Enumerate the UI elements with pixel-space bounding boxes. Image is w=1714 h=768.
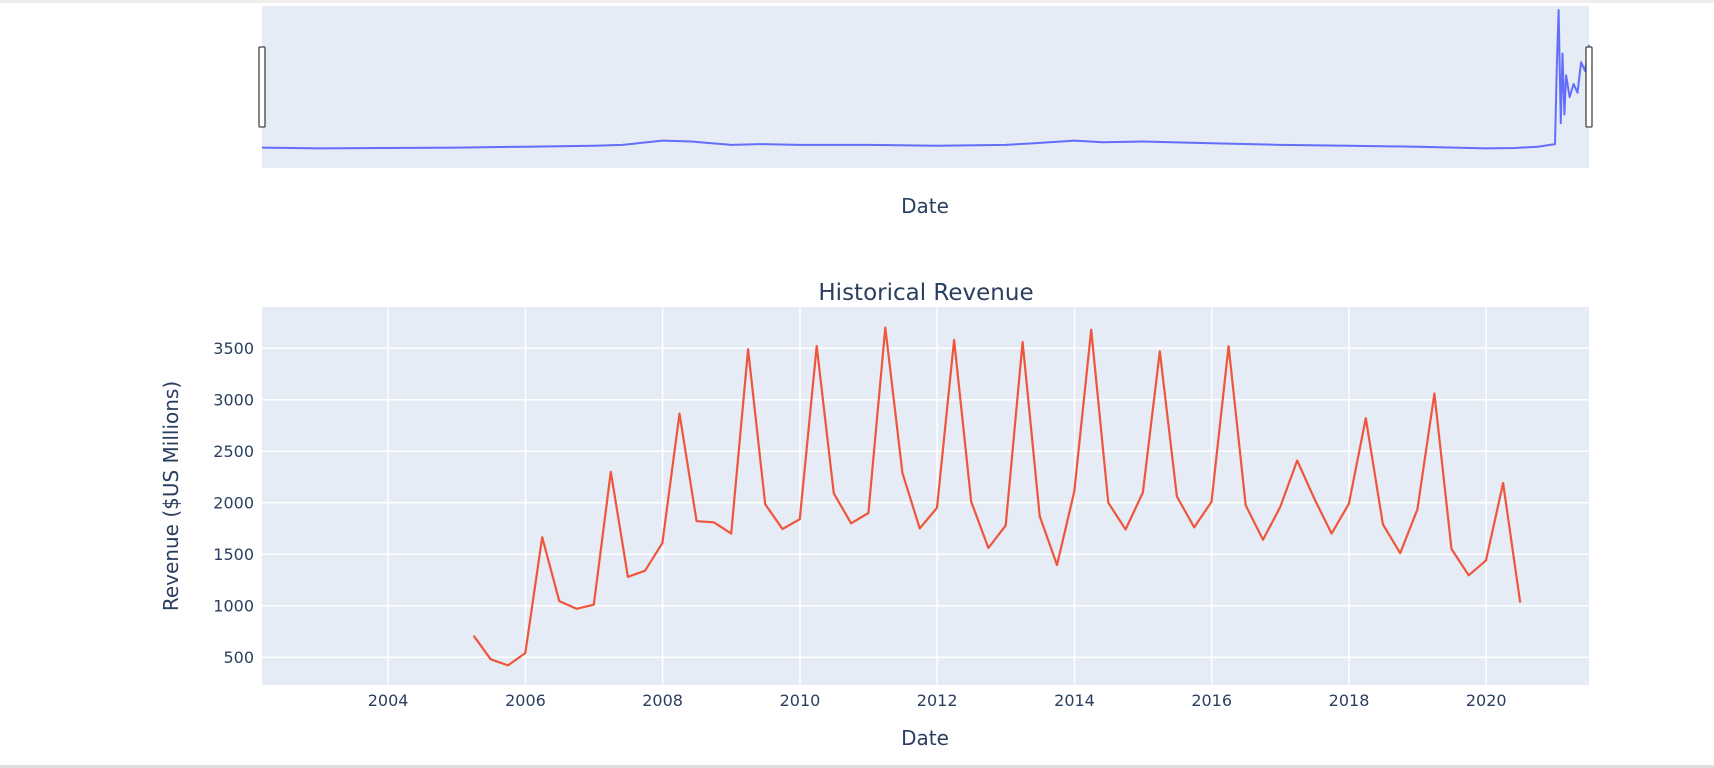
range-slider-xlabel: Date xyxy=(901,194,949,218)
range-slider-left-grip[interactable] xyxy=(258,46,266,128)
plot-area[interactable] xyxy=(262,307,1589,685)
x-tick-2018: 2018 xyxy=(1329,691,1370,710)
x-tick-2008: 2008 xyxy=(642,691,683,710)
x-tick-2012: 2012 xyxy=(917,691,958,710)
y-tick-2000: 2000 xyxy=(213,494,254,513)
top-divider xyxy=(0,0,1714,3)
x-tick-2006: 2006 xyxy=(505,691,546,710)
y-tick-1500: 1500 xyxy=(213,545,254,564)
y-tick-3500: 3500 xyxy=(213,339,254,358)
grid-lines xyxy=(262,307,1589,685)
x-tick-2004: 2004 xyxy=(368,691,409,710)
range-slider-background[interactable] xyxy=(262,6,1589,168)
x-axis-title: Date xyxy=(901,726,949,750)
y-tick-2500: 2500 xyxy=(213,442,254,461)
range-slider-line-0 xyxy=(261,9,1590,150)
chart-title: Historical Revenue xyxy=(818,280,1033,306)
x-tick-2014: 2014 xyxy=(1054,691,1095,710)
y-axis-title: Revenue ($US Millions) xyxy=(159,381,183,611)
range-slider-right-grip[interactable] xyxy=(1585,46,1593,128)
x-tick-2016: 2016 xyxy=(1191,691,1232,710)
revenue-series xyxy=(472,326,1522,667)
revenue-line-0 xyxy=(472,326,1522,667)
tick-labels: 2004 2006 2008 2010 2012 2014 2016 2018 2020 500 1… xyxy=(213,339,1506,710)
x-tick-2020: 2020 xyxy=(1466,691,1507,710)
y-tick-500: 500 xyxy=(223,648,254,667)
x-tick-2010: 2010 xyxy=(780,691,821,710)
bottom-divider xyxy=(0,765,1714,768)
y-tick-1000: 1000 xyxy=(213,597,254,616)
y-tick-3000: 3000 xyxy=(213,391,254,410)
range-slider[interactable] xyxy=(258,6,1593,168)
